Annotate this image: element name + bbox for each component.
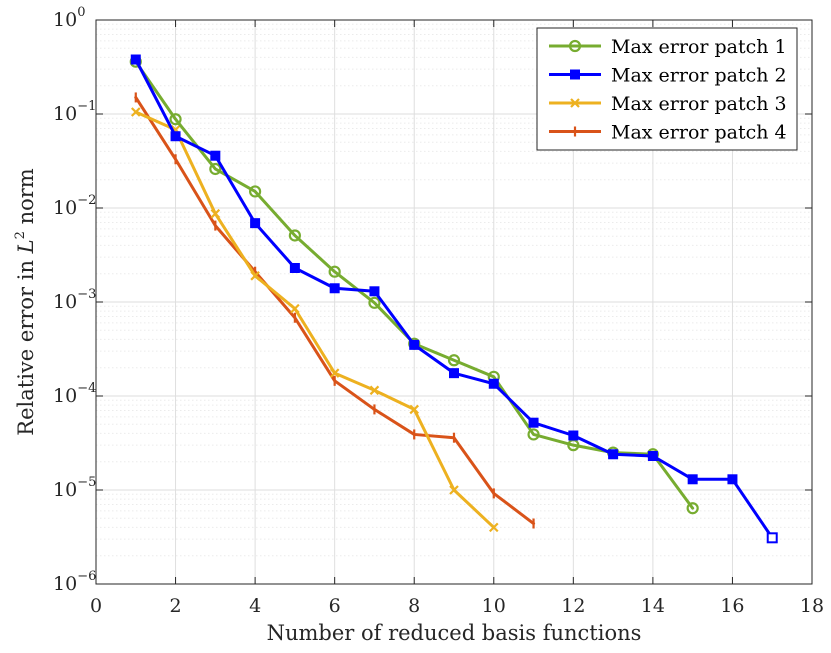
- data-point: [288, 229, 301, 242]
- legend-label: Max error patch 4: [611, 122, 787, 144]
- x-axis-label: Number of reduced basis functions: [267, 621, 642, 645]
- data-point: [209, 162, 222, 176]
- series-2: [130, 54, 778, 544]
- data-point: [568, 430, 579, 441]
- data-point: [289, 262, 300, 273]
- x-tick-labels: 0 2 4 6 8 10 12 14 16 18: [90, 20, 824, 617]
- legend-marker: [568, 39, 582, 53]
- y-tick-label: 10−4: [53, 381, 96, 407]
- y-tick-label: 100: [53, 5, 85, 31]
- legend-label: Max error patch 3: [611, 93, 787, 115]
- data-point: [727, 474, 738, 485]
- data-point: [489, 522, 499, 533]
- legend-entry: Max error patch 4: [549, 122, 787, 144]
- x-tick-label: 8: [408, 595, 420, 617]
- x-tick-label: 6: [329, 595, 341, 617]
- y-tick-label: 10−5: [53, 475, 96, 501]
- legend: Max error patch 1 Max error patch 2 Max er…: [536, 27, 798, 151]
- data-point: [170, 131, 181, 142]
- data-point: [687, 474, 698, 485]
- data-point-last: [766, 532, 778, 544]
- legend-marker: [570, 98, 580, 108]
- data-point: [249, 185, 262, 198]
- data-point: [328, 265, 341, 278]
- data-point: [210, 208, 221, 219]
- data-point: [329, 368, 340, 378]
- data-point: [527, 428, 540, 441]
- x-tick-label: 0: [90, 595, 102, 617]
- data-point: [409, 339, 420, 350]
- data-point: [169, 113, 182, 126]
- legend-label: Max error patch 1: [611, 36, 787, 58]
- data-point: [608, 449, 619, 460]
- y-tick-label: 10−1: [53, 99, 96, 125]
- series-3: [131, 107, 499, 533]
- x-tick-label: 4: [249, 595, 261, 617]
- legend-marker: [570, 69, 580, 80]
- x-tick-label: 16: [720, 595, 744, 617]
- y-tick-labels: 100 10−1 10−2 10−3 10−4 10−5 10−6: [53, 5, 812, 595]
- x-tick-label: 18: [800, 595, 824, 617]
- x-tick-label: 10: [482, 595, 506, 617]
- data-point: [368, 296, 381, 309]
- y-axis-label-exp: 2: [13, 231, 28, 239]
- series-layer: [129, 54, 778, 544]
- data-point: [131, 107, 141, 117]
- legend-entry: Max error patch 2: [549, 65, 787, 87]
- series-3-line: [134, 110, 496, 529]
- data-point: [409, 404, 419, 415]
- x-tick-label: 14: [641, 595, 665, 617]
- data-point: [329, 283, 340, 294]
- data-point: [449, 485, 459, 495]
- data-point: [250, 218, 261, 229]
- data-point: [290, 303, 300, 314]
- legend-entry: Max error patch 3: [549, 93, 787, 115]
- y-axis-label-suffix: norm: [14, 168, 38, 231]
- y-axis-label: Relative error in L2 norm: [13, 168, 38, 436]
- data-point: [369, 385, 380, 396]
- data-point: [130, 54, 141, 65]
- data-point: [647, 450, 658, 461]
- y-tick-label: 10−2: [53, 193, 96, 219]
- legend-entry: Max error patch 1: [549, 36, 787, 58]
- y-tick-label: 10−6: [53, 569, 96, 595]
- data-point: [488, 378, 499, 389]
- y-axis-label-prefix: Relative error in: [14, 253, 38, 435]
- data-point: [369, 286, 380, 297]
- x-tick-label: 12: [561, 595, 585, 617]
- y-tick-label: 10−3: [53, 287, 96, 313]
- data-point: [686, 502, 699, 515]
- data-point: [528, 417, 539, 428]
- y-axis-label-var: L: [14, 239, 38, 254]
- data-point: [210, 150, 221, 161]
- data-point: [250, 271, 260, 281]
- data-point: [447, 354, 461, 367]
- data-point: [449, 368, 459, 379]
- legend-label: Max error patch 2: [611, 65, 787, 87]
- x-tick-label: 2: [170, 595, 182, 617]
